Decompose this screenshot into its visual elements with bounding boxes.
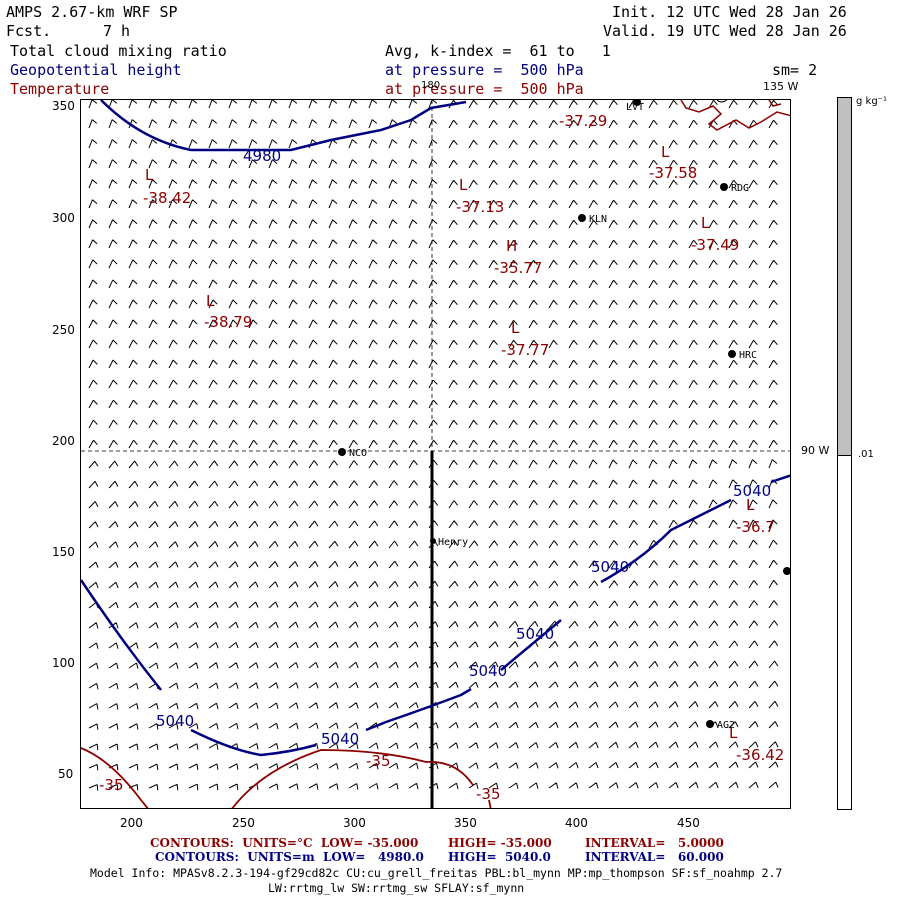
height-pressure-level: at pressure = 500 hPa bbox=[385, 61, 584, 79]
colorbar-level: .01 bbox=[858, 449, 874, 460]
height-label: 5040 bbox=[516, 625, 554, 643]
temp-pressure-level: at pressure = 500 hPa bbox=[385, 80, 584, 98]
station-dot bbox=[706, 720, 714, 728]
temp-contour-minus35 bbox=[81, 747, 492, 808]
x-tick: 400 bbox=[565, 816, 588, 830]
lon-135w-label: 135 W bbox=[763, 80, 799, 93]
temp-label: -35 bbox=[476, 785, 501, 803]
height-contour-4980 bbox=[100, 100, 467, 152]
coastline bbox=[680, 100, 790, 131]
field-temperature: Temperature bbox=[10, 80, 110, 98]
station-dot bbox=[633, 100, 641, 106]
extremum-value: -37.13 bbox=[456, 198, 504, 216]
station-dot bbox=[430, 538, 436, 544]
colorbar bbox=[837, 97, 852, 810]
y-tick: 250 bbox=[52, 323, 75, 337]
extremum-value: -36.42 bbox=[736, 746, 784, 764]
extremum-value: -35.77 bbox=[494, 259, 542, 277]
station-label: KLN bbox=[589, 214, 607, 225]
height-contour-interval: INTERVAL= 60.000 bbox=[585, 850, 724, 864]
x-tick: 300 bbox=[343, 816, 366, 830]
map-canvas: 4980 5040 5040 5040 5040 5040 5040 -35 -… bbox=[81, 100, 790, 808]
init-time: Init. 12 UTC Wed 28 Jan 26 bbox=[612, 3, 847, 21]
station-dot bbox=[783, 567, 790, 575]
lat-90w-label: 90 W bbox=[801, 444, 830, 457]
height-label: 5040 bbox=[733, 482, 771, 500]
model-info-line2: LW:rrtmg_lw SW:rrtmg_sw SFLAY:sf_mynn bbox=[268, 881, 525, 895]
station-label: LVT bbox=[626, 102, 644, 113]
extremum-value: -38.42 bbox=[143, 189, 191, 207]
avg-k-index: Avg, k-index = 61 to 1 bbox=[385, 42, 611, 60]
extremum-value: -37.77 bbox=[501, 341, 549, 359]
model-info: Model Info: MPASv8.2.3-194-gf29cd82c CU:… bbox=[90, 866, 783, 880]
temp-contour-info: CONTOURS: UNITS=°C LOW= -35.000 bbox=[150, 836, 419, 850]
extremum-type: H bbox=[506, 237, 517, 255]
temperature-extrema: L -38.42 L -38.79 L -37.13 H -35.77 L -3… bbox=[143, 112, 784, 764]
forecast-label: Fcst. bbox=[6, 22, 52, 40]
extremum-value: -37.29 bbox=[559, 112, 607, 130]
x-tick: 350 bbox=[454, 816, 477, 830]
model-title: AMPS 2.67-km WRF SP bbox=[6, 3, 178, 21]
valid-time: Valid. 19 UTC Wed 28 Jan 26 bbox=[603, 22, 847, 40]
y-tick: 100 bbox=[52, 656, 75, 670]
temp-contour-interval: INTERVAL= 5.0000 bbox=[585, 836, 724, 850]
station-label: AG2 bbox=[717, 720, 735, 731]
extremum-type: L bbox=[701, 214, 710, 232]
height-contour-5040 bbox=[81, 474, 790, 757]
station-dot bbox=[720, 183, 728, 191]
temp-label: -35 bbox=[366, 752, 391, 770]
station-label: RDG bbox=[731, 183, 749, 194]
extremum-value: -37.49 bbox=[691, 236, 739, 254]
height-label: 5040 bbox=[321, 730, 359, 748]
x-tick: 200 bbox=[120, 816, 143, 830]
y-tick: 350 bbox=[52, 99, 75, 113]
height-contour-info: CONTOURS: UNITS=m LOW= 4980.0 bbox=[155, 850, 424, 864]
extremum-type: L bbox=[459, 176, 468, 194]
forecast-hour: 7 h bbox=[103, 22, 131, 40]
y-tick: 200 bbox=[52, 434, 75, 448]
extremum-value: -37.58 bbox=[649, 164, 697, 182]
smoothing-label: sm= 2 bbox=[772, 61, 818, 79]
colorbar-unit: g kg⁻¹ bbox=[856, 96, 887, 107]
stations: NCO Henry KLN RDG HRC AG2 LVT bbox=[338, 100, 790, 731]
station-label: Henry bbox=[438, 537, 468, 548]
station-dot bbox=[578, 214, 586, 222]
extremum-type: L bbox=[145, 166, 154, 184]
lon-180-label: 180 bbox=[421, 80, 441, 91]
field-geopotential-height: Geopotential height bbox=[10, 61, 182, 79]
temp-contour-high: HIGH= -35.000 bbox=[448, 836, 552, 850]
wind-barb-field bbox=[88, 100, 779, 791]
y-tick: 50 bbox=[58, 767, 74, 781]
wind-barbs bbox=[88, 100, 779, 791]
station-dot bbox=[338, 448, 346, 456]
extremum-type: L bbox=[746, 496, 755, 514]
y-tick: 300 bbox=[52, 211, 75, 225]
extremum-type: L bbox=[729, 724, 738, 742]
extremum-type: L bbox=[511, 319, 520, 337]
station-label: NCO bbox=[349, 448, 367, 459]
x-tick: 250 bbox=[232, 816, 255, 830]
x-tick: 450 bbox=[677, 816, 700, 830]
y-tick: 150 bbox=[52, 545, 75, 559]
height-label: 5040 bbox=[469, 662, 507, 680]
height-contour-high: HIGH= 5040.0 bbox=[448, 850, 551, 864]
station-label: HRC bbox=[739, 350, 757, 361]
colorbar-fill bbox=[838, 98, 851, 456]
extremum-type: L bbox=[206, 292, 215, 310]
height-label: 4980 bbox=[243, 147, 281, 165]
height-label: 5040 bbox=[156, 712, 194, 730]
extremum-value: -36.7 bbox=[736, 518, 775, 536]
coastline-detail bbox=[716, 100, 728, 103]
map-plot: 4980 5040 5040 5040 5040 5040 5040 -35 -… bbox=[80, 99, 791, 809]
extremum-type: L bbox=[661, 143, 670, 161]
temp-label: -35 bbox=[99, 776, 124, 794]
station-dot bbox=[728, 350, 736, 358]
extremum-value: -38.79 bbox=[204, 313, 252, 331]
field-cloud-mixing-ratio: Total cloud mixing ratio bbox=[10, 42, 227, 60]
height-label: 5040 bbox=[591, 558, 629, 576]
